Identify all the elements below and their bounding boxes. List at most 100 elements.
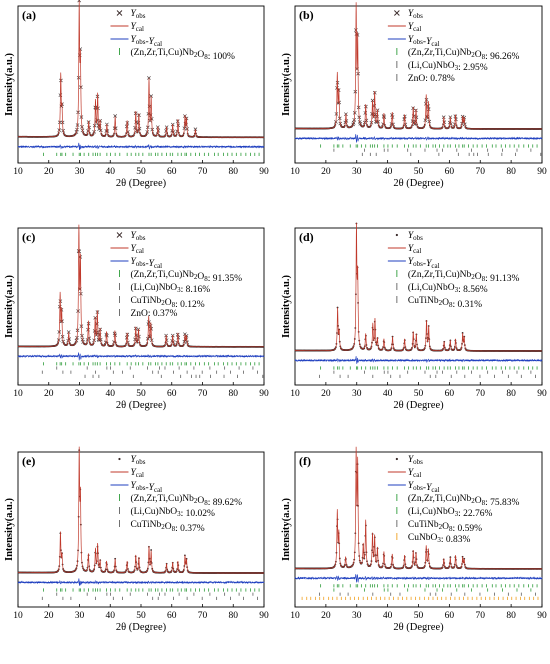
legend-label: CuTiNb2O8: 0.37% — [130, 520, 204, 534]
legend-text-span: cal — [431, 486, 439, 494]
legend-text-span: 8 — [204, 499, 208, 507]
x-tick-label: 40 — [106, 611, 116, 621]
legend-text-span: - — [146, 483, 149, 493]
legend-text-span: obs — [413, 484, 423, 492]
x-tick-label: 80 — [229, 611, 239, 621]
obs-point — [150, 549, 153, 551]
legend-text-span: Y — [130, 455, 137, 465]
obs-point — [78, 47, 83, 51]
reflection-tick-row — [41, 370, 258, 374]
panel-label: (d) — [299, 230, 314, 244]
panel-label: (b) — [299, 8, 314, 22]
legend-text-span: : 100% — [208, 52, 235, 62]
reflection-tick-row — [320, 144, 538, 148]
panel-label: (e) — [22, 454, 35, 468]
legend-marker-obs — [394, 10, 400, 16]
legend-item: Yobs-Ycal — [110, 481, 162, 494]
x-tick-label: 80 — [229, 167, 239, 177]
legend-label: Yobs — [130, 231, 145, 242]
x-tick-label: 70 — [198, 167, 208, 177]
x-tick-label: 40 — [383, 167, 393, 177]
x-tick-label: 50 — [414, 611, 424, 621]
panel-e: 10 20 30 40 50 60 70 80 90 2θ (Degree) Intensity(a… — [4, 446, 269, 633]
panel-c: 10 20 30 40 50 60 70 80 90 2θ (Degree) Intensity(a… — [4, 224, 269, 411]
legend-text-span: Y — [130, 35, 137, 45]
legend-text-span: O — [197, 50, 204, 60]
obs-point — [147, 76, 151, 80]
diff-curve — [17, 352, 265, 361]
x-tick-label: 30 — [75, 611, 85, 621]
legend-text-span: 8 — [204, 53, 208, 61]
legend-item: Yobs — [394, 9, 423, 20]
legend-text-span: cal — [136, 471, 144, 479]
legend-text-span: - — [146, 259, 149, 269]
reflection-tick-row — [361, 152, 542, 156]
legend-text-span: Y — [426, 259, 433, 269]
legend-text-span: Y — [130, 481, 137, 491]
legend-label: Yobs — [408, 231, 423, 242]
x-tick-label: 60 — [445, 167, 455, 177]
x-tick-label: 50 — [414, 167, 424, 177]
legend-item: CuNbO3: 0.83% — [396, 533, 471, 545]
legend-text-span: Y — [149, 483, 156, 493]
legend-label: CuTiNb2O8: 0.59% — [408, 520, 482, 534]
reflection-tick-row — [318, 374, 536, 378]
legend-item: (Zn,Zr,Ti,Cu)Nb2O8: 100% — [119, 47, 235, 62]
legend-text-span: obs — [136, 38, 146, 46]
legend-text-span: 2 — [471, 51, 475, 59]
legend-text-span: : 89.62% — [208, 498, 242, 508]
x-tick-label: 30 — [352, 167, 362, 177]
x-tick-label: 20 — [321, 167, 331, 177]
calc-curve — [295, 222, 542, 352]
legend-label: (Zn,Zr,Ti,Cu)Nb2O8: 91.35% — [130, 269, 242, 284]
x-tick-label: 20 — [44, 389, 54, 399]
reflection-tick-row — [333, 370, 532, 374]
legend-label: (Li,Cu)NbO3: 2.95% — [408, 60, 488, 73]
legend-label: (Li,Cu)NbO3: 22.76% — [408, 506, 493, 519]
legend-text-span: cal — [154, 262, 162, 270]
legend-label: Yobs — [408, 455, 423, 466]
legend-item: Yobs-Ycal — [110, 35, 162, 48]
legend-label: Yobs-Ycal — [408, 481, 440, 494]
legend-text-span: CuTiNb — [408, 296, 439, 306]
x-tick-label: 50 — [414, 389, 424, 399]
legend-text-span: obs — [413, 234, 423, 242]
reflection-tick-row — [43, 152, 260, 156]
legend-item: Ycal — [387, 468, 421, 479]
reflection-tick-row — [56, 366, 254, 370]
diff-curve — [294, 356, 543, 364]
x-axis-label: 2θ (Degree) — [393, 622, 444, 633]
legend-label: Ycal — [408, 22, 422, 33]
legend-text-span: obs — [136, 458, 146, 466]
reflection-tick-row — [43, 588, 260, 592]
legend-item: Ycal — [110, 244, 144, 255]
legend-marker-obs — [116, 232, 123, 238]
diff-curve — [17, 142, 265, 151]
x-tick-label: 80 — [506, 167, 516, 177]
y-axis-label: Intensity(a.u.) — [281, 497, 292, 561]
legend-label: (Zn,Zr,Ti,Cu)Nb2O8: 100% — [130, 47, 235, 62]
x-tick-label: 20 — [321, 611, 331, 621]
obs-point — [113, 114, 117, 118]
legend-text-span: Y — [408, 22, 415, 32]
x-tick-label: 60 — [167, 167, 177, 177]
legend-text-span: cal — [413, 247, 421, 255]
legend-item: (Li,Cu)NbO3: 2.95% — [396, 60, 488, 73]
x-tick-label: 10 — [290, 611, 300, 621]
x-tick-label: 50 — [136, 167, 146, 177]
legend-text-span: O — [197, 272, 204, 282]
legend-text-span: (Zn,Zr,Ti,Cu)Nb — [130, 269, 194, 280]
x-axis-label: 2θ (Degree) — [116, 178, 167, 189]
legend-text-span: O — [475, 496, 482, 506]
legend-text-span: : 0.31% — [453, 300, 483, 310]
legend-text-span: Y — [130, 22, 137, 32]
legend-label: (Zn,Zr,Ti,Cu)Nb2O8: 75.83% — [408, 493, 520, 508]
legend-item: (Li,Cu)NbO3: 8.56% — [396, 282, 488, 295]
calc-curve — [295, 446, 542, 570]
legend-text-span: 8 — [482, 275, 486, 283]
x-tick-label: 40 — [383, 611, 393, 621]
legend-text-span: CuNbO — [408, 533, 438, 543]
legend-text-span: : 0.59% — [453, 524, 483, 534]
legend-label: Yobs — [130, 455, 145, 466]
legend-text-span: obs — [136, 260, 146, 268]
